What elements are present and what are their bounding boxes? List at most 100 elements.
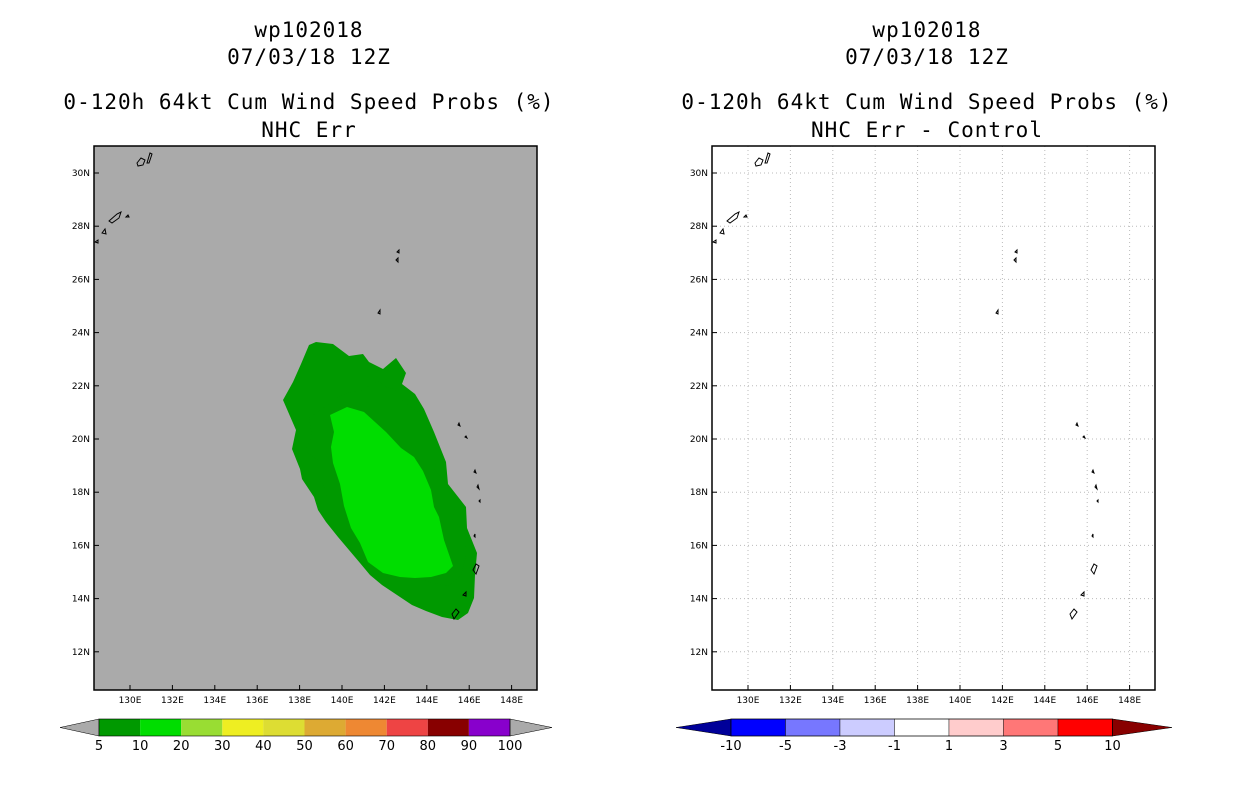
lon-tick-label: 144E — [415, 696, 438, 706]
lat-tick-label: 30N — [72, 169, 90, 179]
lat-tick-label: 18N — [72, 488, 90, 498]
colorbar-swatch — [730, 718, 786, 737]
island-outline — [764, 152, 771, 164]
lat-tick-label: 20N — [690, 435, 708, 445]
colorbar-swatch — [839, 718, 895, 737]
lon-tick-label: 136E — [246, 696, 269, 706]
colorbar-frame — [730, 718, 1113, 737]
product-title: 0-120h 64kt Cum Wind Speed Probs (%) — [681, 90, 1173, 114]
lat-tick-label: 16N — [72, 541, 90, 551]
colorbar-label: 80 — [420, 739, 437, 754]
lon-tick-label: 140E — [331, 696, 354, 706]
island-outline — [101, 227, 107, 235]
lat-tick-label: 24N — [72, 329, 90, 339]
colorbar-swatch — [140, 719, 182, 736]
colorbar-label: 3 — [999, 739, 1007, 754]
storm-id: wp102018 — [872, 18, 982, 42]
lon-tick-label: 144E — [1033, 696, 1056, 706]
lon-tick-label: 132E — [779, 696, 802, 706]
panel-subtitle: NHC Err - Control — [811, 118, 1043, 142]
panel-subtitle: NHC Err — [261, 118, 357, 142]
lon-tick-label: 142E — [373, 696, 396, 706]
colorbar-swatch — [468, 719, 510, 736]
island-outline — [478, 498, 481, 504]
storm-id: wp102018 — [254, 18, 364, 42]
lat-tick-label: 22N — [690, 382, 708, 392]
colorbar-arrow-high — [509, 718, 553, 737]
colorbar-frame — [98, 718, 511, 737]
colorbar-swatch — [345, 719, 387, 736]
colorbar-label: -3 — [834, 739, 847, 754]
island-outline — [1090, 563, 1098, 576]
colorbar-arrow-low — [59, 718, 100, 737]
colorbar-label: 10 — [1104, 739, 1121, 754]
map-frame — [711, 145, 1156, 691]
colorbar-label: 70 — [378, 739, 395, 754]
lon-tick-label: 142E — [991, 696, 1014, 706]
colorbar-label: 10 — [132, 739, 149, 754]
colorbar-label: 20 — [173, 739, 190, 754]
island-outline — [377, 308, 381, 315]
colorbar-label: 100 — [498, 739, 523, 754]
colorbar-label: -10 — [720, 739, 741, 754]
difference-map: 30N 28N 26N 24N 22N 20N 18N 16N 14N 12N 130E 132E 13… — [690, 145, 1156, 706]
lon-tick-label: 140E — [949, 696, 972, 706]
lon-tick-label: 130E — [119, 696, 142, 706]
island-outline — [1091, 468, 1095, 474]
island-outline — [136, 157, 146, 167]
island-outline — [711, 239, 717, 244]
island-outline — [473, 468, 477, 474]
colorbar: 5 10 20 30 40 50 60 70 80 90 100 — [59, 718, 553, 754]
island-outline — [457, 421, 461, 427]
island-outline — [1013, 256, 1017, 264]
island-outline — [396, 248, 400, 254]
island-outline — [995, 308, 999, 315]
colorbar-swatch — [181, 719, 223, 736]
colorbar-label: 60 — [337, 739, 354, 754]
island-outline — [1091, 533, 1094, 539]
lon-tick-label: 134E — [203, 696, 226, 706]
colorbar-label: 90 — [461, 739, 478, 754]
left-panel: wp102018 07/03/18 12Z 0-120h 64kt Cum Wi… — [59, 18, 555, 754]
lon-tick-label: 138E — [288, 696, 311, 706]
island-outline — [1082, 435, 1087, 440]
island-outline — [1096, 498, 1099, 504]
map-frame — [93, 145, 538, 691]
island-outline — [742, 214, 748, 218]
colorbar-swatch — [948, 718, 1004, 737]
island-outline — [464, 435, 469, 440]
product-title: 0-120h 64kt Cum Wind Speed Probs (%) — [63, 90, 555, 114]
lat-tick-label: 22N — [72, 382, 90, 392]
lon-tick-label: 148E — [500, 696, 523, 706]
lat-tick-label: 12N — [690, 648, 708, 658]
colorbar-arrow-high — [1112, 718, 1173, 737]
island-outline — [462, 590, 467, 597]
island-outline — [719, 227, 725, 235]
island-outline — [1094, 483, 1098, 491]
island-outline — [1080, 590, 1085, 597]
lat-tick-label: 28N — [690, 222, 708, 232]
colorbar-arrow-low — [675, 718, 732, 737]
lat-tick-label: 14N — [690, 595, 708, 605]
colorbar: -10 -5 -3 -1 1 3 5 10 — [675, 718, 1173, 754]
colorbar-swatch — [222, 719, 264, 736]
island-outline — [472, 563, 480, 576]
island-outline — [395, 256, 399, 264]
probability-map: 30N 28N 26N 24N 22N 20N 18N 16N 14N 12N 130E 132E 13… — [72, 145, 538, 706]
colorbar-label: -1 — [888, 739, 901, 754]
prob-contour-10pct — [330, 407, 453, 578]
colorbar-swatch — [894, 718, 950, 737]
lat-tick-label: 24N — [690, 329, 708, 339]
lat-tick-label: 18N — [690, 488, 708, 498]
island-outline — [451, 608, 460, 621]
forecast-time: 07/03/18 12Z — [227, 45, 391, 69]
island-outline — [754, 157, 764, 167]
colorbar-label: 5 — [1054, 739, 1062, 754]
lon-tick-label: 136E — [864, 696, 887, 706]
lon-tick-label: 138E — [906, 696, 929, 706]
right-panel: wp102018 07/03/18 12Z 0-120h 64kt Cum Wi… — [618, 0, 1236, 800]
colorbar-swatch — [99, 719, 141, 736]
lon-tick-label: 146E — [458, 696, 481, 706]
colorbar-label: 5 — [95, 739, 103, 754]
island-outline — [473, 533, 476, 539]
